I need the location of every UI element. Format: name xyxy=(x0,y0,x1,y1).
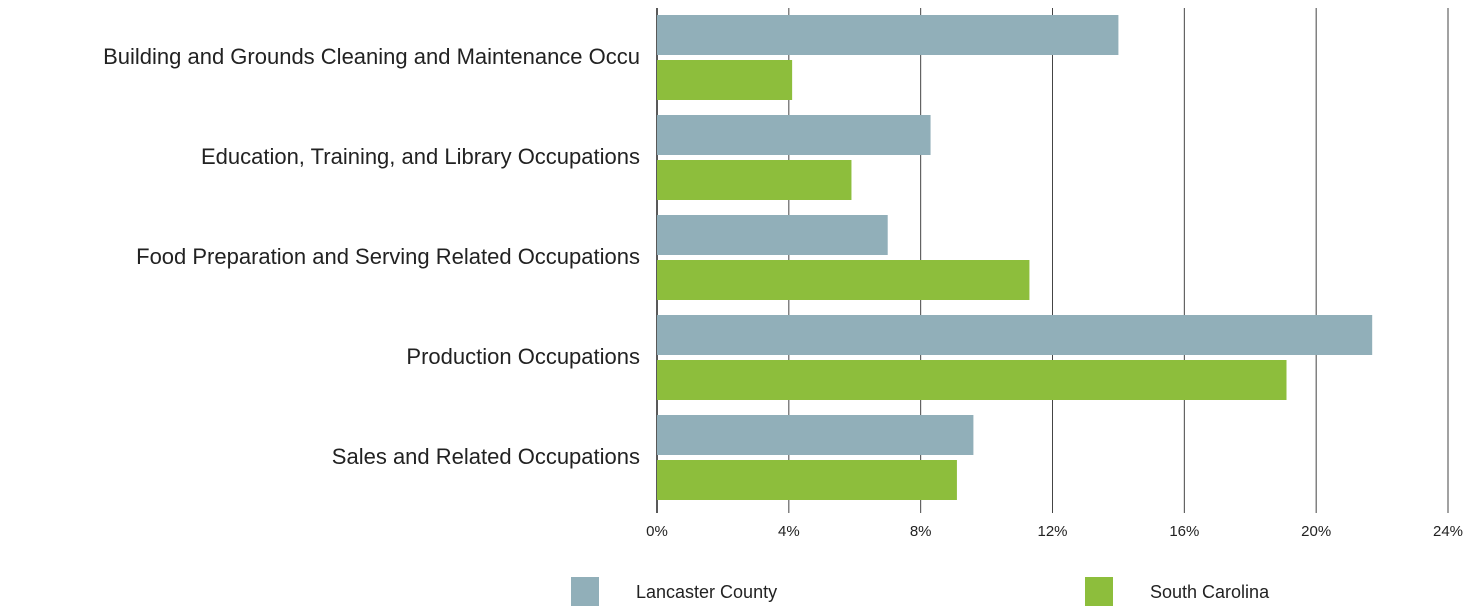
legend-swatch xyxy=(571,577,599,606)
legend-swatch xyxy=(1085,577,1113,606)
x-tick-label: 16% xyxy=(1169,523,1199,540)
category-label: Sales and Related Occupations xyxy=(332,444,640,469)
x-tick-label: 8% xyxy=(910,523,932,540)
legend-label: Lancaster County xyxy=(636,582,777,602)
category-label: Food Preparation and Serving Related Occ… xyxy=(136,244,640,269)
bar xyxy=(657,115,931,155)
bar xyxy=(657,460,957,500)
bar xyxy=(657,160,852,200)
x-tick-label: 20% xyxy=(1301,523,1331,540)
x-tick-label: 24% xyxy=(1433,523,1463,540)
x-tick-label: 12% xyxy=(1037,523,1067,540)
category-label: Education, Training, and Library Occupat… xyxy=(201,144,640,169)
category-label: Building and Grounds Cleaning and Mainte… xyxy=(103,44,640,69)
legend-label: South Carolina xyxy=(1150,582,1270,602)
category-label: Production Occupations xyxy=(406,344,640,369)
bar xyxy=(657,360,1287,400)
bar xyxy=(657,260,1030,300)
bar xyxy=(657,415,974,455)
bar xyxy=(657,315,1373,355)
bar xyxy=(657,60,793,100)
x-tick-label: 4% xyxy=(778,523,800,540)
bar xyxy=(657,215,888,255)
bar xyxy=(657,15,1119,55)
x-tick-label: 0% xyxy=(646,523,668,540)
